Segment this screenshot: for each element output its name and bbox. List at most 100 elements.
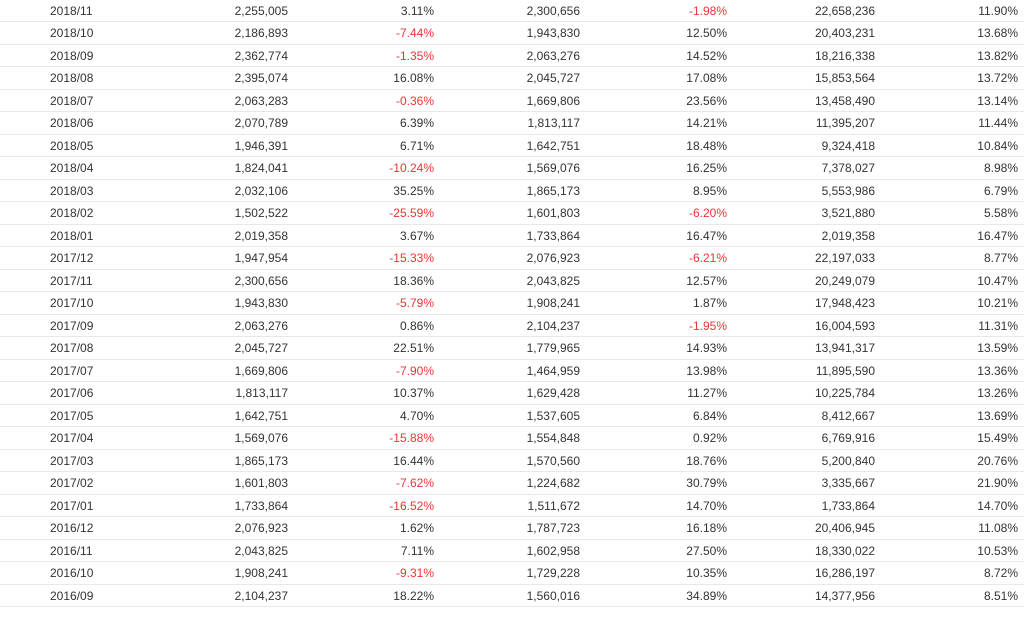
cell-value-a: 2,043,825 [234, 543, 288, 558]
cell-change-a: -7.90% [395, 363, 434, 378]
cell-value-a: 2,070,789 [234, 116, 288, 130]
cell-cumulative: 6,769,916 [821, 431, 875, 445]
cell-change-c: 13.26% [977, 386, 1018, 400]
cell-month: 2017/08 [50, 341, 94, 355]
cell-change-b: 10.35% [686, 566, 727, 580]
cell-value-a: 1,733,864 [234, 498, 288, 513]
cell-change-a: -5.79% [395, 296, 434, 310]
cell-month: 2018/09 [50, 48, 94, 63]
cell-value-a: 2,019,358 [234, 228, 288, 243]
cell-change-c: 6.79% [983, 183, 1018, 198]
cell-value-a: 1,642,751 [234, 408, 288, 423]
cell-change-b: 0.92% [692, 431, 727, 445]
table-row: 2018/03 2,032,106 35.25% 1,865,173 8.95% 5,55… [0, 180, 1024, 202]
table-row: 2017/01 1,733,864 -16.52% 1,511,672 14.70% 1,… [0, 495, 1024, 517]
cell-cumulative: 18,216,338 [814, 48, 875, 63]
cell-value-b: 1,464,959 [526, 363, 580, 378]
cell-value-b: 1,787,723 [526, 521, 580, 535]
cell-change-c: 13.14% [977, 93, 1018, 108]
cell-month: 2018/08 [50, 71, 94, 85]
cell-cumulative: 7,378,027 [821, 161, 875, 175]
cell-change-c: 10.47% [977, 273, 1018, 288]
cell-change-b: -6.20% [688, 206, 727, 220]
cell-change-b: 18.76% [686, 453, 727, 468]
cell-change-a: 7.11% [400, 543, 434, 558]
cell-change-b: -1.98% [688, 4, 727, 18]
cell-month: 2017/10 [50, 296, 94, 310]
cell-value-b: 1,779,965 [526, 341, 580, 355]
cell-month: 2018/02 [50, 206, 94, 220]
cell-value-b: 1,224,682 [526, 476, 580, 490]
table-row: 2017/12 1,947,954 -15.33% 2,076,923 -6.21% 22… [0, 247, 1024, 270]
cell-change-b: 14.21% [686, 116, 727, 130]
cell-month: 2017/07 [50, 363, 94, 378]
cell-cumulative: 11,895,590 [815, 363, 875, 378]
cell-change-a: 10.37% [393, 386, 434, 400]
table-row: 2018/01 2,019,358 3.67% 1,733,864 16.47% 2,01… [0, 225, 1024, 247]
cell-cumulative: 2,019,358 [821, 228, 875, 243]
table-row: 2017/03 1,865,173 16.44% 1,570,560 18.76% 5,2… [0, 450, 1024, 472]
cell-month: 2016/11 [50, 543, 93, 558]
cell-change-b: -1.95% [688, 318, 727, 333]
cell-value-a: 1,669,806 [234, 363, 288, 378]
cell-change-c: 20.76% [977, 453, 1018, 468]
cell-change-b: 12.57% [686, 273, 727, 288]
cell-month: 2018/03 [50, 183, 94, 198]
cell-change-a: -7.44% [395, 26, 434, 40]
cell-change-c: 16.47% [977, 228, 1018, 243]
cell-month: 2017/12 [50, 251, 94, 265]
cell-change-a: -1.35% [395, 48, 434, 63]
cell-change-b: 16.47% [686, 228, 727, 243]
cell-change-c: 11.08% [978, 521, 1018, 535]
cell-cumulative: 8,412,667 [821, 408, 875, 423]
cell-cumulative: 13,941,317 [814, 341, 875, 355]
cell-change-c: 13.68% [977, 26, 1018, 40]
cell-month: 2017/04 [50, 431, 94, 445]
table-row: 2018/07 2,063,283 -0.36% 1,669,806 23.56% 13,… [0, 90, 1024, 112]
cell-value-b: 1,908,241 [526, 296, 580, 310]
table-row: 2018/04 1,824,041 -10.24% 1,569,076 16.25% 7,… [0, 157, 1024, 180]
cell-change-c: 8.77% [983, 251, 1018, 265]
cell-cumulative: 17,948,423 [814, 296, 875, 310]
cell-value-a: 2,104,237 [234, 588, 288, 603]
cell-change-a: -7.62% [395, 476, 434, 490]
cell-change-c: 8.72% [983, 566, 1018, 580]
cell-change-b: 14.70% [686, 498, 727, 513]
cell-cumulative: 16,004,593 [814, 318, 875, 333]
cell-value-a: 1,502,522 [234, 206, 288, 220]
cell-cumulative: 14,377,956 [814, 588, 875, 603]
cell-cumulative: 22,658,236 [814, 4, 875, 18]
table-row: 2017/11 2,300,656 18.36% 2,043,825 12.57% 20,… [0, 270, 1024, 292]
cell-value-a: 1,946,391 [234, 138, 288, 153]
cell-change-b: 34.89% [686, 588, 727, 603]
cell-change-b: 11.27% [687, 386, 727, 400]
cell-cumulative: 22,197,033 [814, 251, 875, 265]
table-row: 2018/10 2,186,893 -7.44% 1,943,830 12.50% 20,… [0, 22, 1024, 45]
cell-value-a: 1,601,803 [234, 476, 288, 490]
cell-change-a: 16.08% [393, 71, 434, 85]
cell-change-c: 15.49% [977, 431, 1018, 445]
cell-change-a: 6.71% [399, 138, 434, 153]
cell-cumulative: 20,249,079 [814, 273, 875, 288]
cell-change-a: -15.88% [389, 431, 434, 445]
cell-change-a: 16.44% [393, 453, 434, 468]
cell-cumulative: 5,200,840 [821, 453, 875, 468]
cell-value-b: 1,511,672 [527, 498, 581, 513]
cell-change-a: -0.36% [395, 93, 434, 108]
cell-change-b: 8.95% [692, 183, 727, 198]
cell-change-c: 13.82% [977, 48, 1018, 63]
cell-cumulative: 11,395,207 [815, 116, 875, 130]
cell-change-b: 14.93% [686, 341, 727, 355]
cell-value-b: 1,729,228 [526, 566, 580, 580]
cell-month: 2018/11 [50, 4, 93, 18]
table-row: 2016/09 2,104,237 18.22% 1,560,016 34.89% 14,… [0, 585, 1024, 607]
cell-value-b: 1,733,864 [526, 228, 580, 243]
cell-month: 2017/11 [50, 273, 93, 288]
cell-month: 2017/02 [50, 476, 94, 490]
cell-cumulative: 10,225,784 [814, 386, 875, 400]
cell-change-a: -16.52% [389, 498, 434, 513]
cell-change-b: 16.18% [686, 521, 727, 535]
cell-value-a: 2,362,774 [234, 48, 288, 63]
cell-cumulative: 18,330,022 [814, 543, 875, 558]
cell-value-b: 1,560,016 [526, 588, 580, 603]
